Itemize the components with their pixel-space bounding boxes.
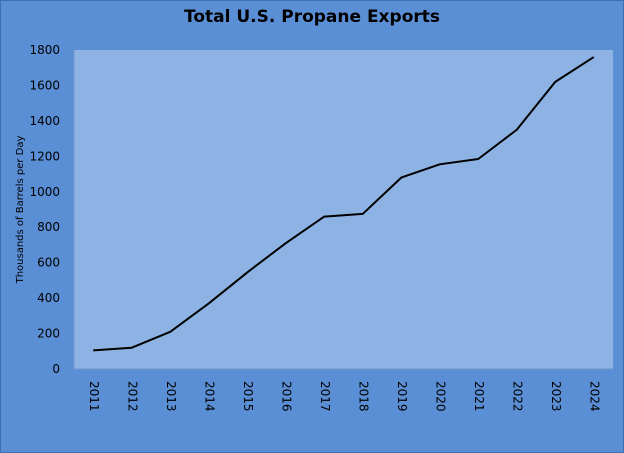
y-tick-label: 1800 [29,43,60,57]
y-tick-label: 800 [37,220,60,234]
x-tick-label: 2016 [279,381,293,412]
x-tick-label: 2020 [433,381,447,412]
x-axis-ticks: 2011 2012 2013 2014 2015 2016 2017 2018 2019 2020… [87,381,602,412]
x-tick-label: 2014 [202,381,216,412]
x-tick-label: 2015 [241,381,255,412]
x-tick-label: 2011 [87,381,101,412]
y-tick-label: 1000 [29,185,60,199]
series-line [93,56,595,352]
y-axis-label: Thousands of Barrels per Day [15,136,26,285]
x-tick-label: 2017 [318,381,332,412]
x-tick-label: 2018 [356,381,370,412]
y-tick-label: 1600 [29,78,60,92]
series-group [93,56,595,352]
y-tick-label: 600 [37,256,60,270]
x-tick-label: 2019 [395,381,409,412]
x-tick-label: 2012 [125,381,139,412]
y-tick-label: 400 [37,291,60,305]
x-tick-label: 2022 [510,381,524,412]
y-tick-label: 1200 [29,149,60,163]
y-tick-label: 0 [52,362,60,376]
x-tick-label: 2024 [587,381,601,412]
x-tick-label: 2023 [549,381,563,412]
plot-area [74,50,613,369]
chart-title: Total U.S. Propane Exports [183,7,440,27]
y-tick-label: 1400 [29,114,60,128]
x-tick-label: 2013 [164,381,178,412]
x-tick-label: 2021 [472,381,486,412]
y-axis-ticks: 0 200 400 600 800 1000 1200 1400 1600 1800 [29,43,60,376]
y-tick-label: 200 [37,327,60,341]
